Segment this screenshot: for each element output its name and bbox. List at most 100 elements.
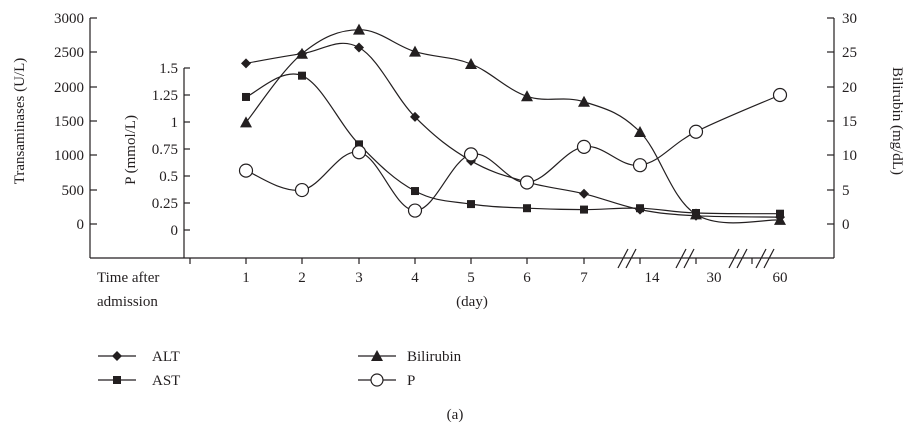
bilirubin-point bbox=[774, 213, 786, 225]
inner-tick-label: 0.5 bbox=[159, 169, 178, 185]
x-tick-label: 2 bbox=[298, 270, 306, 286]
inner-tick-label: 1 bbox=[171, 115, 179, 131]
x-axis-title: Time after bbox=[97, 270, 159, 286]
x-tick-label: 30 bbox=[707, 270, 722, 286]
p-point bbox=[688, 124, 704, 139]
left-tick-label: 500 bbox=[62, 183, 85, 199]
ast-point bbox=[298, 71, 306, 80]
inner-tick-label: 0.25 bbox=[152, 196, 178, 212]
left-axis: 3000 2500 2000 1500 1000 500 0 Transamin… bbox=[12, 11, 97, 258]
ast-point bbox=[467, 200, 475, 209]
bilirubin-point bbox=[521, 90, 533, 102]
bilirubin-point bbox=[409, 45, 421, 57]
axis-break-mark bbox=[683, 248, 695, 269]
bilirubin-point bbox=[690, 208, 702, 220]
circle-marker-icon bbox=[370, 373, 384, 387]
axis-break-mark bbox=[728, 248, 740, 269]
inner-tick-label: 0.75 bbox=[152, 142, 178, 158]
axis-break-mark bbox=[625, 248, 637, 269]
bilirubin-point bbox=[296, 47, 308, 59]
figure-caption: (a) bbox=[447, 407, 464, 423]
legend-label-alt: ALT bbox=[152, 349, 180, 365]
series-line-alt bbox=[245, 42, 781, 218]
x-axis: Time after admission (day) 1 2 3 4 5 6 7 14 30 60 bbox=[90, 248, 834, 310]
alt-point bbox=[579, 188, 589, 199]
series-line-ast bbox=[245, 73, 781, 215]
series-line-bilirubin bbox=[245, 29, 781, 224]
inner-axis: 1.5 1.25 1 0.75 0.5 0.25 0 P (mmol/L) bbox=[123, 61, 190, 258]
x-axis-unit: (day) bbox=[456, 294, 488, 310]
series-line-p bbox=[245, 94, 781, 212]
inner-tick-label: 0 bbox=[171, 223, 179, 239]
x-tick-label: 1 bbox=[242, 270, 250, 286]
p-point bbox=[519, 175, 535, 190]
p-point bbox=[772, 87, 788, 103]
plot-series bbox=[238, 23, 788, 225]
bilirubin-point bbox=[353, 23, 365, 35]
p-point bbox=[238, 163, 254, 178]
x-tick-label: 5 bbox=[467, 270, 475, 286]
right-axis: 30 25 20 15 10 5 0 Bilirubin (mg/dL) bbox=[827, 11, 905, 258]
p-point bbox=[351, 145, 367, 160]
legend-label-ast: AST bbox=[152, 373, 180, 389]
left-tick-label: 1000 bbox=[54, 148, 84, 164]
left-axis-title: Transaminases (U/L) bbox=[12, 58, 28, 185]
bilirubin-point bbox=[465, 58, 477, 70]
axis-break-marks bbox=[617, 248, 775, 269]
right-tick-label: 15 bbox=[842, 114, 857, 130]
x-tick-label: 6 bbox=[523, 270, 531, 286]
right-tick-label: 20 bbox=[842, 80, 857, 96]
x-axis-title: admission bbox=[97, 294, 158, 310]
left-tick-label: 3000 bbox=[54, 11, 84, 27]
bilirubin-point bbox=[634, 125, 646, 137]
right-tick-label: 10 bbox=[842, 148, 857, 164]
right-axis-title: Bilirubin (mg/dL) bbox=[889, 67, 905, 175]
ast-point bbox=[776, 209, 784, 218]
right-tick-label: 30 bbox=[842, 11, 857, 27]
right-tick-label: 25 bbox=[842, 45, 857, 61]
alt-point bbox=[354, 42, 364, 53]
x-tick-label: 7 bbox=[580, 270, 588, 286]
inner-axis-title: P (mmol/L) bbox=[123, 115, 139, 185]
ast-point bbox=[580, 205, 588, 214]
alt-point bbox=[410, 111, 420, 122]
ast-point bbox=[411, 187, 419, 196]
triangle-marker-icon bbox=[371, 350, 383, 361]
inner-tick-label: 1.5 bbox=[159, 61, 178, 77]
legend-item-alt: ALT bbox=[98, 349, 180, 365]
left-tick-label: 2000 bbox=[54, 80, 84, 96]
axis-break-mark bbox=[617, 248, 629, 269]
bilirubin-point bbox=[240, 116, 252, 128]
bilirubin-point bbox=[578, 95, 590, 107]
legend-item-ast: AST bbox=[98, 373, 180, 389]
axis-break-mark bbox=[736, 248, 748, 269]
diamond-marker-icon bbox=[112, 351, 122, 361]
ast-point bbox=[355, 140, 363, 149]
series-ast bbox=[242, 71, 784, 218]
ast-point bbox=[242, 92, 250, 101]
series-alt bbox=[241, 42, 785, 223]
right-tick-label: 5 bbox=[842, 183, 850, 199]
axis-break-mark bbox=[763, 248, 775, 269]
legend: ALT AST Bilirubin P bbox=[98, 349, 462, 389]
alt-point bbox=[241, 58, 251, 69]
p-point bbox=[463, 147, 479, 162]
ast-point bbox=[636, 204, 644, 213]
series-p bbox=[238, 87, 788, 218]
legend-item-p: P bbox=[358, 373, 415, 389]
x-tick-label: 60 bbox=[773, 270, 788, 286]
ast-point bbox=[523, 204, 531, 213]
p-point bbox=[294, 182, 310, 198]
p-point bbox=[632, 158, 648, 173]
left-tick-label: 1500 bbox=[54, 114, 84, 130]
x-tick-label: 14 bbox=[645, 270, 661, 286]
legend-label-p: P bbox=[407, 373, 415, 389]
axis-break-mark bbox=[755, 248, 767, 269]
right-tick-label: 0 bbox=[842, 217, 850, 233]
legend-label-bilirubin: Bilirubin bbox=[407, 349, 462, 365]
x-tick-labels: 1 2 3 4 5 6 7 14 30 60 bbox=[242, 270, 787, 286]
p-point bbox=[576, 139, 592, 154]
x-tick-label: 4 bbox=[411, 270, 419, 286]
square-marker-icon bbox=[113, 376, 121, 384]
